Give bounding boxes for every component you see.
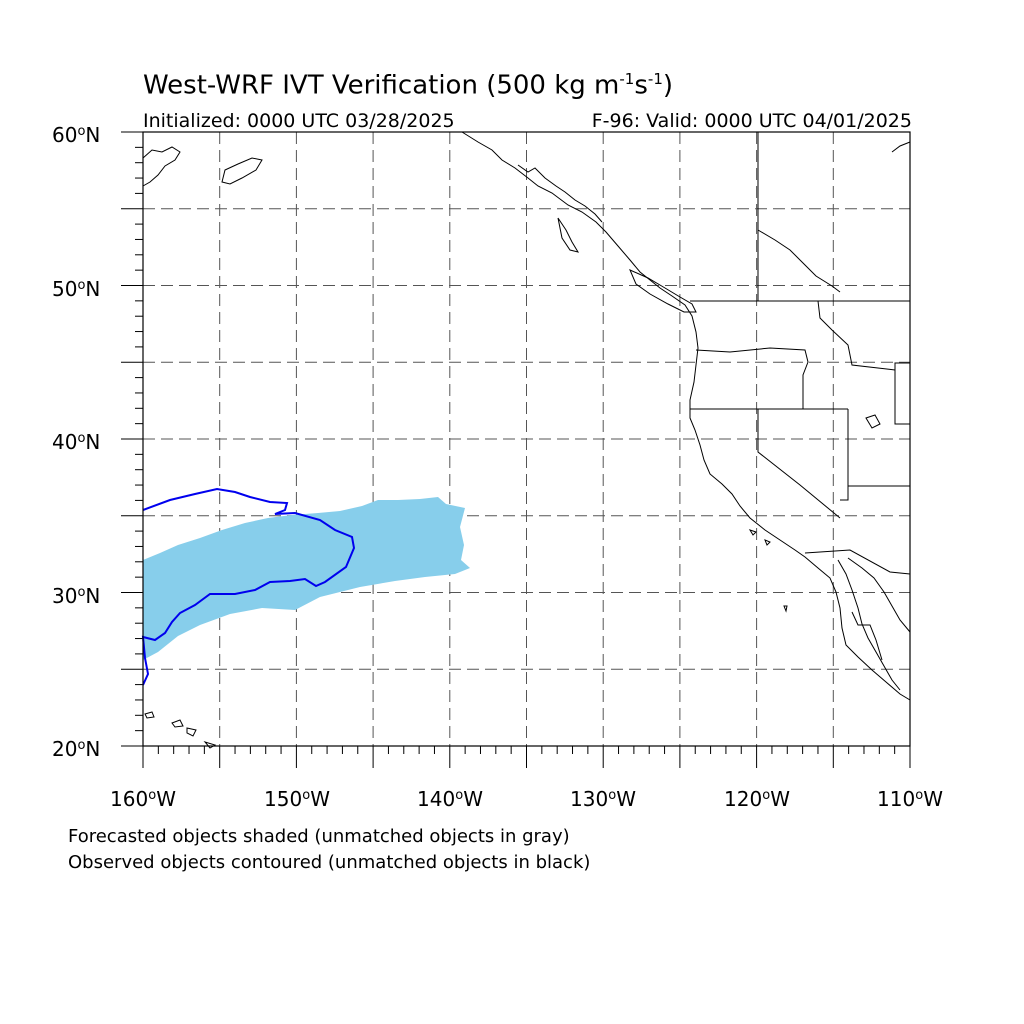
chart-title: West-WRF IVT Verification (500 kg m-1s-1… (143, 70, 674, 101)
us-mexico-border (804, 549, 911, 575)
idaho-border (817, 300, 896, 371)
hawaii-island-1 (144, 711, 155, 719)
mexico-state-border (851, 611, 883, 661)
lat-label-60n: 60oN (52, 123, 101, 147)
alexander-archipelago (517, 164, 603, 223)
legend-observed-note: Observed objects contoured (unmatched ob… (68, 852, 591, 873)
lon-label-150w: 150oW (264, 787, 330, 811)
axis-ticks (121, 131, 911, 768)
lat-label-50n: 50oN (52, 277, 101, 301)
wyoming-border (894, 362, 911, 425)
california-nevada-border (757, 409, 841, 519)
baja-california (837, 559, 901, 691)
observed-object-contour (141, 487, 356, 686)
great-salt-lake (865, 414, 881, 429)
map-frame (142, 131, 911, 747)
channel-islands (748, 529, 771, 546)
haida-gwaii (557, 217, 580, 253)
grid-lines (143, 132, 910, 746)
southeast-alaska-coast (461, 131, 911, 701)
hawaii-island-4 (203, 741, 217, 749)
lat-label-20n: 20oN (52, 737, 101, 761)
coastlines (142, 131, 911, 701)
legend-forecast-note: Forecasted objects shaded (unmatched obj… (68, 826, 570, 847)
hawaii-island-2 (171, 719, 184, 728)
lon-label-120w: 120oW (724, 787, 790, 811)
vancouver-island (629, 269, 697, 313)
washington-oregon-border (695, 347, 809, 409)
political-borders (690, 132, 911, 661)
alaska-peninsula-coast (142, 146, 181, 187)
kodiak-island (221, 157, 263, 185)
hawaii-island-3 (186, 727, 197, 737)
lon-label-110w: 110oW (877, 787, 943, 811)
lon-label-140w: 140oW (417, 787, 483, 811)
northern-canada-coast (891, 141, 911, 153)
guadalupe-island (783, 605, 788, 613)
forecast-object (143, 497, 470, 660)
gulf-of-california-east (847, 557, 911, 633)
lat-label-40n: 40oN (52, 430, 101, 454)
lon-label-130w: 130oW (570, 787, 636, 811)
nevada-utah-border (840, 409, 849, 501)
inland-waterway (757, 229, 841, 293)
lat-label-30n: 30oN (52, 584, 101, 608)
init-time-label: Initialized: 0000 UTC 03/28/2025 (143, 110, 455, 132)
lon-label-160w: 160oW (110, 787, 176, 811)
valid-time-label: F-96: Valid: 0000 UTC 04/01/2025 (591, 110, 912, 132)
